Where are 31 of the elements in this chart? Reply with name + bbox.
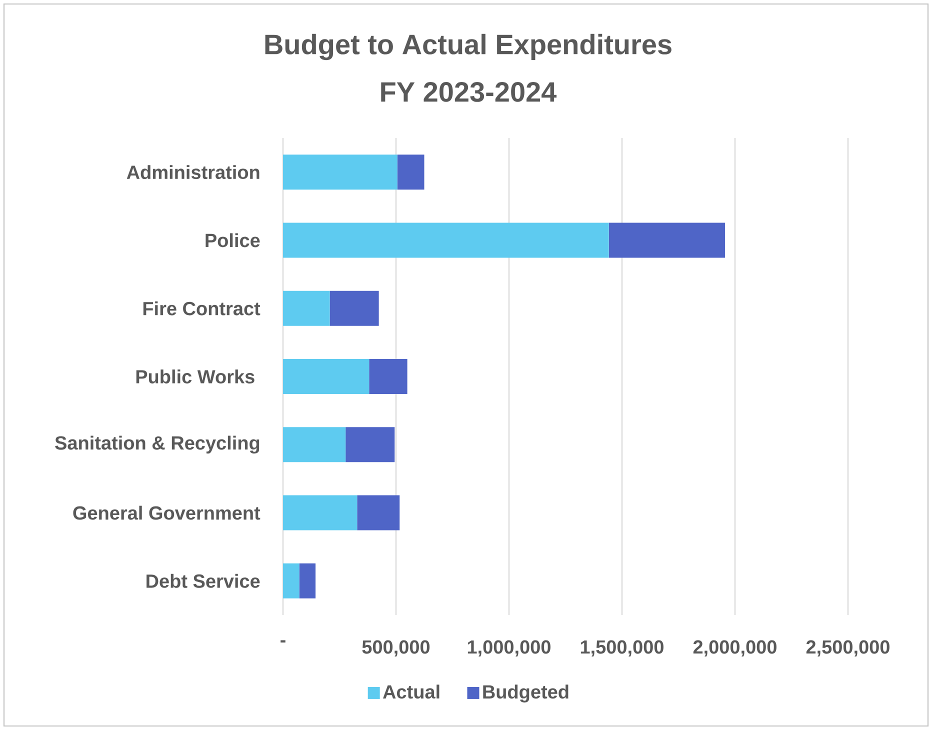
bar [299, 563, 316, 598]
bar [283, 154, 398, 190]
bar [283, 358, 370, 394]
x-tick-label: 2,500,000 [806, 640, 890, 656]
legend-label: Actual [382, 684, 440, 699]
bar [283, 563, 300, 598]
bar [346, 427, 395, 462]
bar [330, 290, 379, 326]
bar [357, 495, 400, 530]
y-tick-label: Sanitation & Recycling [55, 436, 260, 454]
y-tick-label: Police [206, 233, 260, 248]
x-tick-label: 500,000 [362, 640, 430, 656]
bar [283, 427, 346, 462]
y-tick-label: Public Works [136, 370, 254, 384]
x-tick-label: 2,000,000 [693, 640, 776, 656]
bar [283, 290, 330, 326]
bar [397, 154, 424, 190]
bar [283, 222, 609, 258]
x-tick-label: 1,000,000 [468, 640, 550, 656]
y-tick-label: General Government [73, 506, 260, 520]
y-tick-label: Administration [126, 165, 260, 180]
chart-title: Budget to Actual Expenditures [265, 34, 672, 60]
bar [608, 222, 726, 258]
bar [369, 358, 408, 394]
y-tick-label: Debt Service [146, 574, 260, 588]
y-tick-label: Fire Contract [143, 301, 260, 316]
x-tick-label: 1,500,000 [580, 640, 664, 656]
chart-subtitle: FY 2023-2024 [381, 82, 557, 102]
legend-label: Budgeted [483, 684, 568, 702]
bar [283, 495, 358, 530]
x-tick-label: - [280, 640, 286, 643]
